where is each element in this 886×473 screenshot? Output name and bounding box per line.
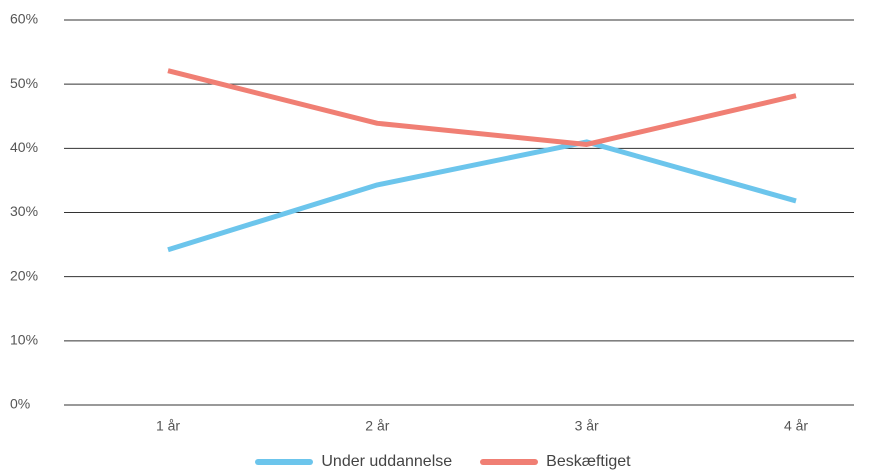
y-tick-label: 0% [10, 396, 30, 412]
legend-label-under-uddannelse: Under uddannelse [321, 453, 453, 470]
y-tick-label: 50% [10, 75, 38, 91]
y-tick-label: 30% [10, 203, 38, 219]
y-tick-label: 40% [10, 139, 38, 155]
y-axis-tick-labels: 0% 10% 20% 30% 40% 50% 60% [10, 11, 38, 412]
series-lines [167, 68, 797, 253]
legend-label-beskaeftiget: Beskæftiget [546, 453, 631, 470]
legend-item-beskaeftiget: Beskæftiget [480, 453, 631, 471]
legend-swatch-beskaeftiget [480, 459, 539, 465]
x-axis-tick-labels: 1 år 2 år 3 år 4 år [156, 418, 808, 434]
legend-item-under-uddannelse: Under uddannelse [255, 453, 452, 471]
y-tick-label: 60% [10, 11, 38, 27]
grid-lines [64, 19, 854, 406]
legend-swatch-under-uddannelse [255, 459, 314, 465]
legend: Under uddannelse Beskæftiget [0, 452, 886, 472]
y-tick-label: 20% [10, 267, 38, 283]
x-tick-label: 4 år [784, 418, 808, 434]
x-tick-label: 2 år [365, 418, 389, 434]
x-tick-label: 3 år [575, 418, 599, 434]
series-line-under-uddannelse [167, 139, 797, 253]
x-tick-label: 1 år [156, 418, 180, 434]
series-line-beskaeftiget [167, 68, 797, 147]
y-tick-label: 10% [10, 332, 38, 348]
